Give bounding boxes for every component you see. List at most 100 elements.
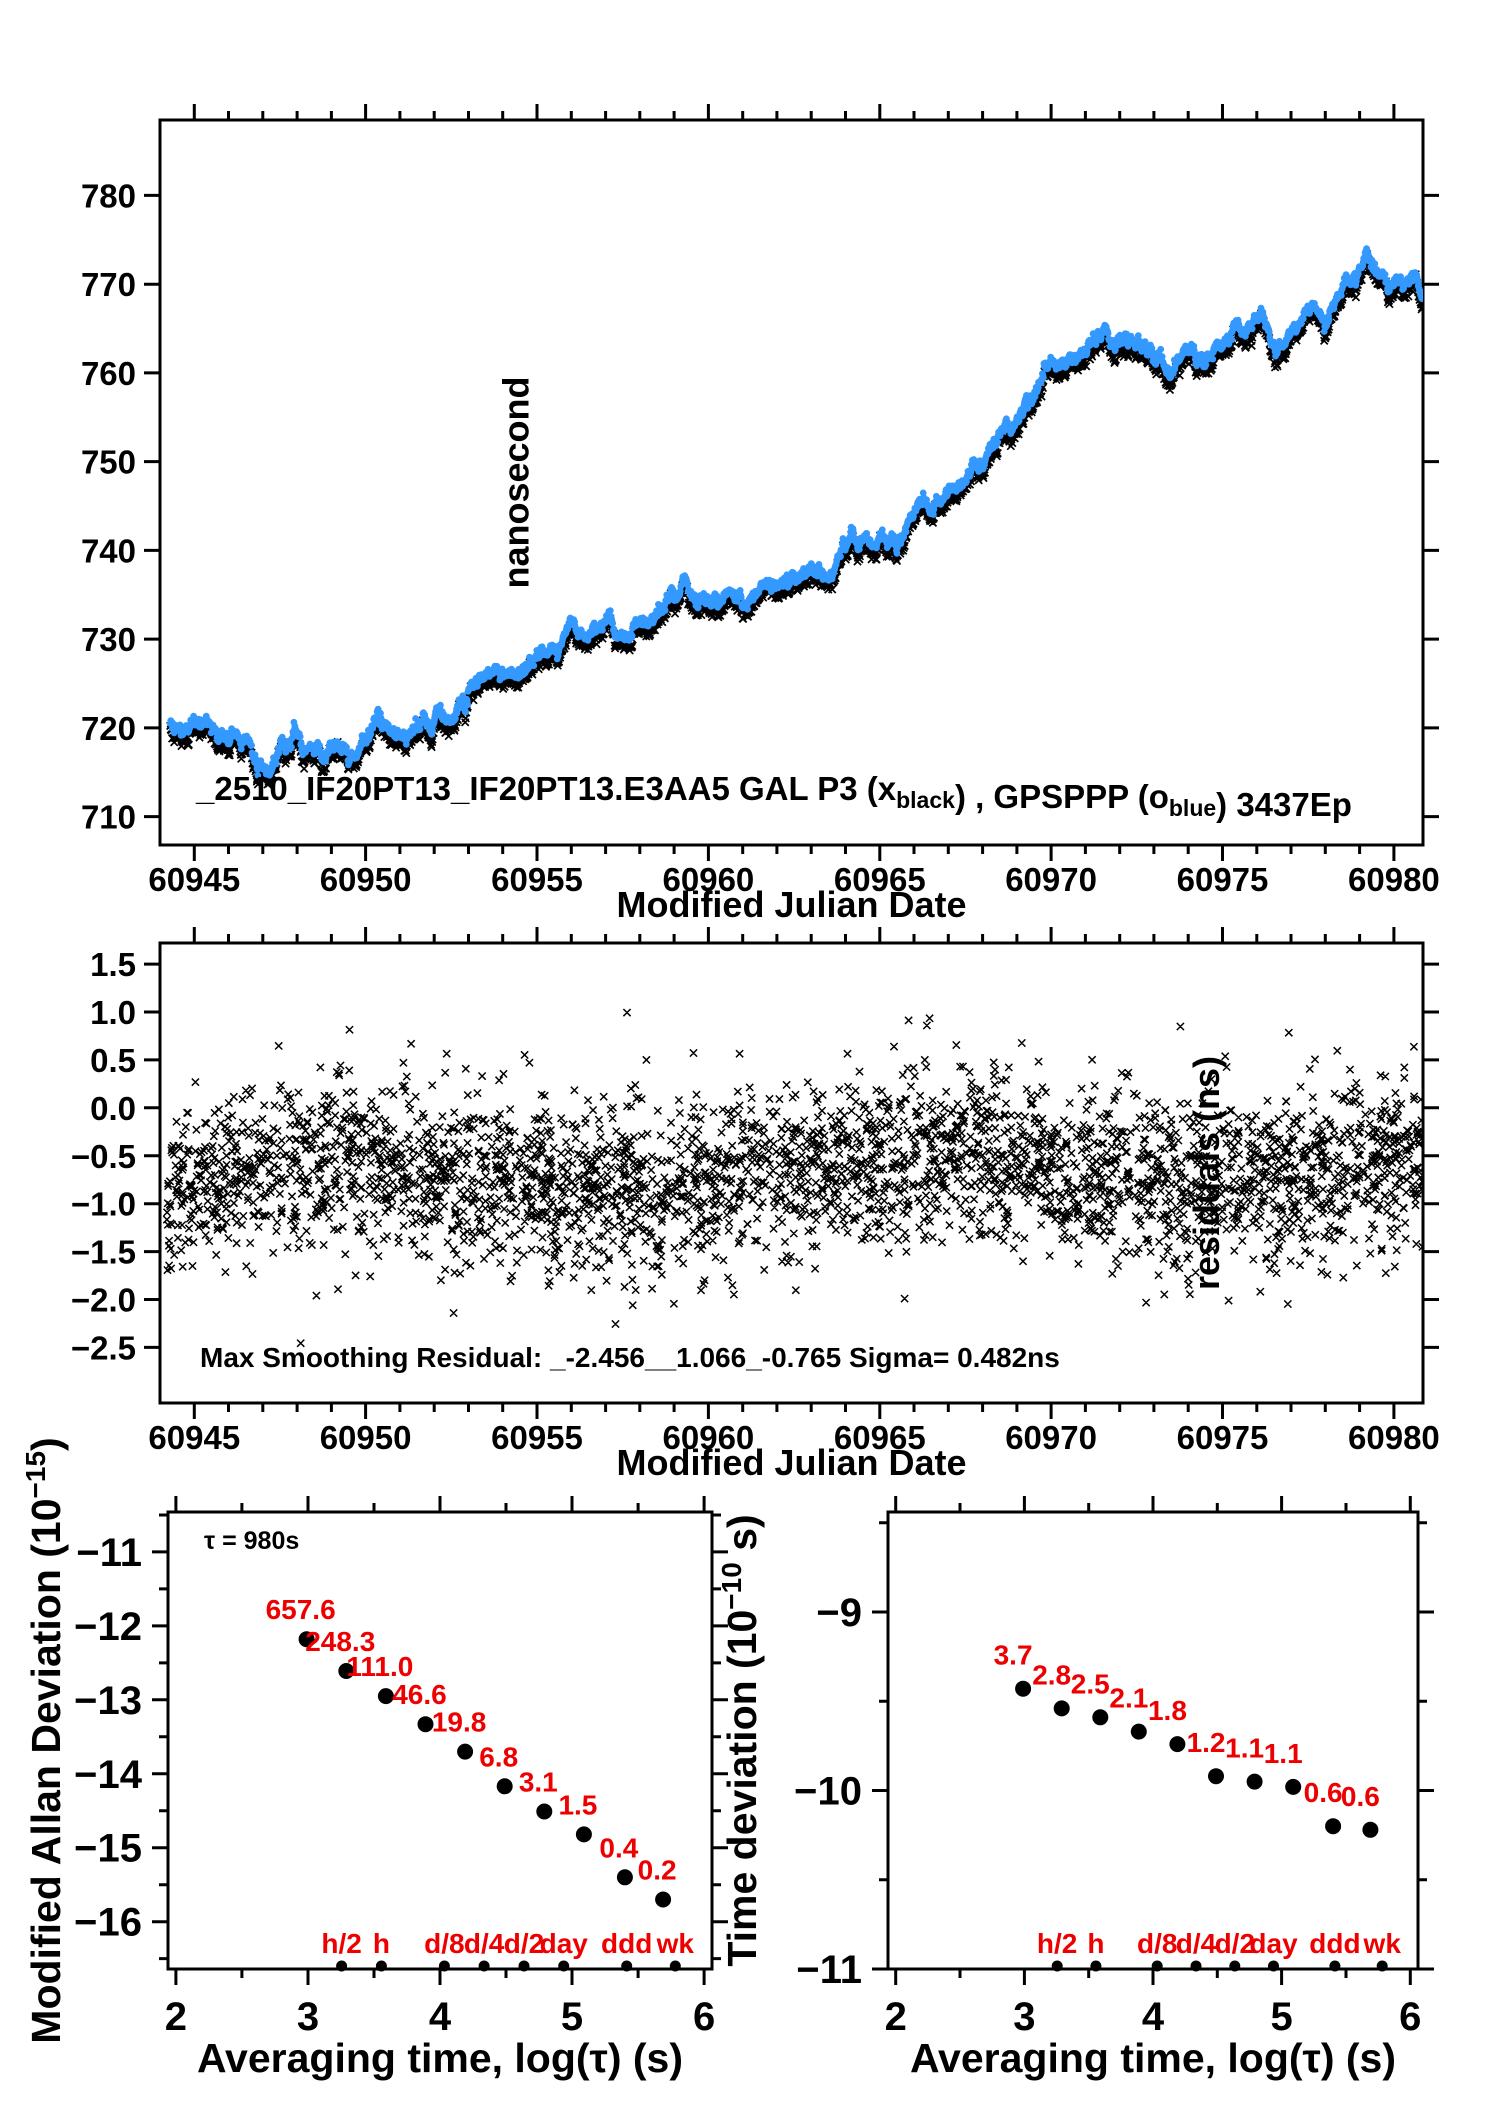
data-point — [616, 1869, 633, 1886]
y-axis-title: nanosecond — [496, 376, 537, 588]
point-value-label: 111.0 — [346, 1651, 413, 1682]
tau-marker-label: d/4 — [1176, 1928, 1217, 1959]
y-tick-label: 1.0 — [90, 994, 136, 1031]
x-tick-label: 60975 — [1177, 861, 1269, 898]
panel-mdev: 2 3 4 5 6 −11 −12 −13 −14 −15 −16 Averaging time, l… — [20, 1437, 728, 2081]
data-point — [1015, 1680, 1032, 1697]
data-point — [1208, 1768, 1224, 1785]
y-axis-title: Modified Allan Deviation (10−15) — [20, 1437, 69, 2043]
tau-marker-dot — [1151, 1960, 1163, 1972]
x-tick-label: 2 — [885, 1995, 907, 2039]
point-value-label: 1.1 — [1264, 1738, 1303, 1769]
point-value-label: 657.6 — [266, 1594, 336, 1625]
data-point — [1362, 1821, 1379, 1838]
panel-time-series: 60945 60950 60955 60960 60965 60970 60975 60980… — [81, 104, 1440, 925]
tau-marker-label: h/2 — [1037, 1928, 1077, 1959]
tau-marker-dot — [438, 1960, 450, 1972]
panel-tdev: 2 3 4 5 6 −9 −10 −11 Averaging time, log(τ) (s) T… — [716, 1496, 1434, 2081]
tau-marker-label: wk — [1363, 1928, 1402, 1959]
tau-marker-dot — [621, 1960, 633, 1972]
point-value-label: 3.7 — [994, 1640, 1033, 1671]
data-point — [1285, 1778, 1302, 1795]
data-point — [1325, 1818, 1342, 1835]
x-tick-label: 4 — [1142, 1995, 1165, 2039]
x-tick-label: 60965 — [834, 861, 926, 898]
axis-ticks — [144, 104, 1439, 861]
y-tick-label: 760 — [81, 355, 136, 392]
point-value-label: 0.6 — [1304, 1777, 1343, 1808]
y-tick-label: 710 — [81, 799, 136, 836]
x-tick-label: 60965 — [834, 1419, 926, 1456]
y-tick-label: −14 — [74, 1753, 143, 1797]
y-tick-label: 0.0 — [90, 1090, 136, 1127]
y-tick-label: −16 — [74, 1901, 142, 1945]
y-tick-label: 740 — [81, 532, 136, 569]
tau-marker-dot — [1229, 1960, 1241, 1972]
y-tick-label: −11 — [796, 1948, 862, 1992]
tau-marker-label: d/8 — [1137, 1928, 1177, 1959]
data-point — [1246, 1773, 1263, 1790]
x-tick-label: 60950 — [320, 1419, 412, 1456]
residual-stats-annotation: Max Smoothing Residual: _-2.456__1.066_-… — [200, 1342, 1060, 1373]
point-value-label: 2.1 — [1109, 1683, 1148, 1714]
data-point — [655, 1891, 672, 1908]
x-axis-title: Averaging time, log(τ) (s) — [197, 2035, 683, 2081]
point-value-label: 1.8 — [1148, 1695, 1187, 1726]
x-tick-label: 6 — [693, 1995, 715, 2039]
point-value-label: 3.1 — [519, 1766, 558, 1797]
data-point — [536, 1803, 553, 1820]
x-axis-title: Modified Julian Date — [616, 884, 966, 925]
data-point — [1130, 1723, 1147, 1740]
tau-marker-label: d/4 — [464, 1928, 505, 1959]
point-value-label: 1.5 — [558, 1789, 597, 1820]
x-tick-label: 60970 — [1005, 861, 1097, 898]
axis-ticks — [872, 1496, 1434, 1985]
tau-marker-dot — [1090, 1960, 1102, 1972]
axis-box — [886, 1510, 1420, 1971]
point-value-label: 0.2 — [638, 1854, 677, 1885]
tau-marker-label: d/2 — [1215, 1928, 1255, 1959]
axis-box — [158, 941, 1425, 1405]
tau-marker-dot — [375, 1960, 387, 1972]
y-tick-label: 780 — [81, 177, 136, 214]
tau-marker-dot — [1190, 1960, 1202, 1972]
series-gpsppp-o-markers — [166, 245, 1423, 779]
y-tick-label: 730 — [81, 621, 136, 658]
data-point — [575, 1826, 592, 1843]
tau-marker-dot — [478, 1960, 490, 1972]
y-tick-label: −0.5 — [71, 1138, 136, 1175]
tau-marker-label: day — [1249, 1928, 1298, 1959]
point-value-label: 0.6 — [1341, 1781, 1380, 1812]
residual-x-markers — [162, 1008, 1423, 1348]
tau-marker-label: ddd — [601, 1928, 652, 1959]
tau-marker-dot — [1051, 1960, 1063, 1972]
x-tick-label: 2 — [165, 1995, 187, 2039]
x-axis-title: Modified Julian Date — [616, 1442, 966, 1483]
tau-marker-label: h — [1087, 1928, 1104, 1959]
data-point — [338, 1663, 355, 1679]
point-value-label: 19.8 — [432, 1707, 487, 1738]
tau-marker-dot — [669, 1960, 681, 1972]
point-value-label: 0.4 — [599, 1832, 638, 1863]
point-value-label: 2.5 — [1071, 1668, 1110, 1699]
point-value-label: 6.8 — [479, 1741, 518, 1772]
y-tick-label: −1.5 — [71, 1234, 136, 1271]
axis-box — [158, 118, 1425, 847]
data-point — [417, 1716, 434, 1733]
data-point — [1053, 1700, 1070, 1717]
tau-marker-label: h/2 — [321, 1928, 361, 1959]
y-tick-label: 720 — [81, 710, 136, 747]
x-tick-label: 4 — [429, 1995, 452, 2039]
x-tick-label: 60980 — [1348, 861, 1440, 898]
x-tick-label: 60970 — [1005, 1419, 1097, 1456]
tau-marker-label: wk — [656, 1928, 695, 1959]
x-tick-label: 3 — [297, 1995, 319, 2039]
point-value-label: 46.6 — [392, 1679, 447, 1710]
data-point — [1092, 1709, 1109, 1726]
x-tick-label: 60960 — [663, 1419, 755, 1456]
tau-marker-label: h — [373, 1928, 390, 1959]
y-axis-title: Time deviation (10−10 s) — [716, 1514, 765, 1966]
x-tick-label: 60955 — [491, 861, 583, 898]
y-tick-label: −15 — [74, 1827, 142, 1871]
